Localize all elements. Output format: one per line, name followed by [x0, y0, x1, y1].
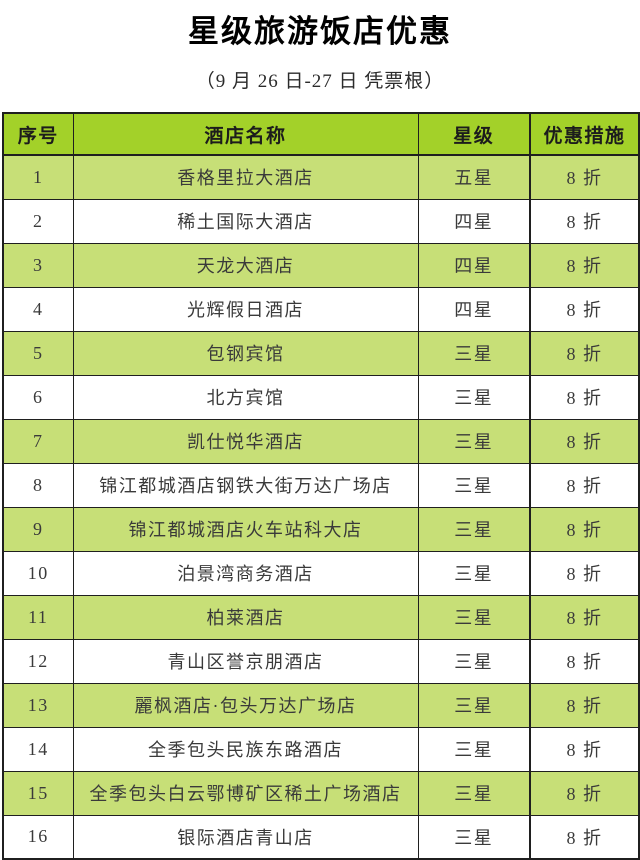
row-sequence-number: 14 [2, 726, 74, 772]
row-hotel-name: 天龙大酒店 [72, 242, 419, 288]
row-star-rating: 五星 [417, 154, 531, 200]
row-discount: 8 折 [529, 198, 640, 244]
row-sequence-number: 12 [2, 638, 74, 684]
row-discount: 8 折 [529, 462, 640, 508]
row-sequence-number: 16 [2, 814, 74, 860]
row-sequence-number: 9 [2, 506, 74, 552]
row-star-rating: 三星 [417, 726, 531, 772]
header-hotel-name: 酒店名称 [72, 112, 419, 156]
row-sequence-number: 13 [2, 682, 74, 728]
table-row: 11 柏莱酒店 三星 8 折 [2, 594, 640, 640]
row-discount: 8 折 [529, 242, 640, 288]
row-sequence-number: 10 [2, 550, 74, 596]
discount-notice-page: 星级旅游饭店优惠 （9 月 26 日-27 日 凭票根） 序号 酒店名称 星级 … [0, 6, 640, 860]
row-star-rating: 三星 [417, 814, 531, 860]
row-hotel-name: 全季包头白云鄂博矿区稀土广场酒店 [72, 770, 419, 816]
row-star-rating: 三星 [417, 550, 531, 596]
row-star-rating: 四星 [417, 198, 531, 244]
row-sequence-number: 1 [2, 154, 74, 200]
table-row: 6 北方宾馆 三星 8 折 [2, 374, 640, 420]
page-subtitle: （9 月 26 日-27 日 凭票根） [195, 71, 445, 92]
row-discount: 8 折 [529, 770, 640, 816]
row-star-rating: 三星 [417, 330, 531, 376]
row-hotel-name: 银际酒店青山店 [72, 814, 419, 860]
row-star-rating: 三星 [417, 594, 531, 640]
table-row: 10 泊景湾商务酒店 三星 8 折 [2, 550, 640, 596]
row-discount: 8 折 [529, 550, 640, 596]
hotel-table-body: 1 香格里拉大酒店 五星 8 折 2 稀土国际大酒店 四星 8 折 3 天龙大酒… [2, 154, 640, 860]
header-sequence-number: 序号 [2, 112, 74, 156]
row-hotel-name: 锦江都城酒店钢铁大街万达广场店 [72, 462, 419, 508]
row-sequence-number: 4 [2, 286, 74, 332]
row-discount: 8 折 [529, 682, 640, 728]
row-discount: 8 折 [529, 814, 640, 860]
table-row: 13 麗枫酒店·包头万达广场店 三星 8 折 [2, 682, 640, 728]
row-sequence-number: 11 [2, 594, 74, 640]
row-hotel-name: 北方宾馆 [72, 374, 419, 420]
row-sequence-number: 5 [2, 330, 74, 376]
row-star-rating: 四星 [417, 242, 531, 288]
table-row: 5 包钢宾馆 三星 8 折 [2, 330, 640, 376]
row-discount: 8 折 [529, 374, 640, 420]
row-star-rating: 三星 [417, 418, 531, 464]
row-discount: 8 折 [529, 638, 640, 684]
page-title: 星级旅游饭店优惠 [188, 14, 452, 49]
table-row: 15 全季包头白云鄂博矿区稀土广场酒店 三星 8 折 [2, 770, 640, 816]
row-sequence-number: 15 [2, 770, 74, 816]
row-hotel-name: 香格里拉大酒店 [72, 154, 419, 200]
table-row: 12 青山区誉京朋酒店 三星 8 折 [2, 638, 640, 684]
hotel-discount-table: 序号 酒店名称 星级 优惠措施 1 香格里拉大酒店 五星 8 折 2 稀土国际大… [2, 112, 640, 860]
row-hotel-name: 全季包头民族东路酒店 [72, 726, 419, 772]
table-row: 16 银际酒店青山店 三星 8 折 [2, 814, 640, 860]
header-discount-measure: 优惠措施 [529, 112, 640, 156]
row-star-rating: 三星 [417, 638, 531, 684]
row-hotel-name: 凯仕悦华酒店 [72, 418, 419, 464]
table-row: 4 光辉假日酒店 四星 8 折 [2, 286, 640, 332]
row-discount: 8 折 [529, 506, 640, 552]
row-discount: 8 折 [529, 726, 640, 772]
row-discount: 8 折 [529, 418, 640, 464]
row-discount: 8 折 [529, 330, 640, 376]
table-row: 7 凯仕悦华酒店 三星 8 折 [2, 418, 640, 464]
row-star-rating: 三星 [417, 770, 531, 816]
row-hotel-name: 柏莱酒店 [72, 594, 419, 640]
row-discount: 8 折 [529, 154, 640, 200]
row-hotel-name: 光辉假日酒店 [72, 286, 419, 332]
table-row: 1 香格里拉大酒店 五星 8 折 [2, 154, 640, 200]
row-star-rating: 四星 [417, 286, 531, 332]
row-discount: 8 折 [529, 286, 640, 332]
row-hotel-name: 青山区誉京朋酒店 [72, 638, 419, 684]
row-star-rating: 三星 [417, 682, 531, 728]
row-hotel-name: 稀土国际大酒店 [72, 198, 419, 244]
row-hotel-name: 麗枫酒店·包头万达广场店 [72, 682, 419, 728]
header-star-rating: 星级 [417, 112, 531, 156]
table-row: 14 全季包头民族东路酒店 三星 8 折 [2, 726, 640, 772]
row-hotel-name: 泊景湾商务酒店 [72, 550, 419, 596]
row-sequence-number: 8 [2, 462, 74, 508]
row-sequence-number: 3 [2, 242, 74, 288]
row-star-rating: 三星 [417, 374, 531, 420]
row-star-rating: 三星 [417, 462, 531, 508]
row-sequence-number: 6 [2, 374, 74, 420]
row-star-rating: 三星 [417, 506, 531, 552]
row-hotel-name: 包钢宾馆 [72, 330, 419, 376]
row-hotel-name: 锦江都城酒店火车站科大店 [72, 506, 419, 552]
row-discount: 8 折 [529, 594, 640, 640]
table-row: 3 天龙大酒店 四星 8 折 [2, 242, 640, 288]
row-sequence-number: 7 [2, 418, 74, 464]
row-sequence-number: 2 [2, 198, 74, 244]
table-row: 2 稀土国际大酒店 四星 8 折 [2, 198, 640, 244]
table-header-row: 序号 酒店名称 星级 优惠措施 [2, 112, 640, 156]
table-row: 9 锦江都城酒店火车站科大店 三星 8 折 [2, 506, 640, 552]
table-row: 8 锦江都城酒店钢铁大街万达广场店 三星 8 折 [2, 462, 640, 508]
